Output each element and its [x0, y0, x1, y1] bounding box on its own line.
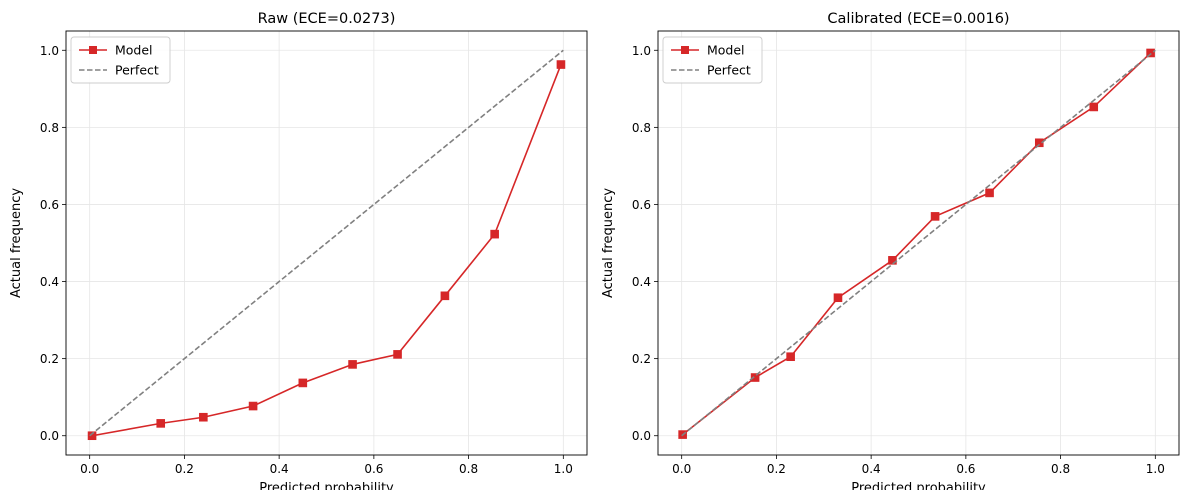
data-point — [87, 431, 97, 441]
axes-frame — [65, 30, 588, 456]
x-axis-label: Predicted probability — [851, 481, 986, 490]
legend-label: Perfect — [707, 63, 751, 78]
y-tick-label: 0.0 — [632, 429, 651, 443]
y-tick-label: 0.6 — [40, 198, 59, 212]
y-axis-label: Actual frequency — [601, 188, 616, 298]
legend-marker — [89, 46, 97, 54]
y-axis-label: Actual frequency — [9, 188, 24, 298]
series-line-model — [682, 52, 1152, 436]
x-tick-label: 0.6 — [956, 462, 975, 476]
data-point — [750, 373, 760, 382]
series-line-perfect — [89, 49, 564, 437]
data-point — [393, 350, 402, 359]
x-tick-label: 0.2 — [175, 462, 194, 476]
y-tick-label: 1.0 — [632, 44, 651, 58]
legend: Model Perfect — [70, 36, 171, 84]
data-point — [248, 401, 258, 411]
chart-panel-1: 0.0 0.2 0.4 0.6 0.8 1.0 0.0 0.2 0.4 0.6 0.8 1.0 Raw … — [9, 11, 588, 490]
y-tick-label: 0.4 — [632, 275, 651, 289]
y-tick-label: 0.8 — [40, 121, 59, 135]
x-tick-label: 0.6 — [364, 462, 383, 476]
data-point — [930, 212, 940, 221]
y-tick-label: 1.0 — [40, 44, 59, 58]
data-point — [298, 378, 308, 388]
data-point — [888, 256, 897, 265]
y-tick-label: 0.2 — [40, 352, 59, 366]
x-tick-label: 0.4 — [270, 462, 289, 476]
data-point — [833, 293, 843, 303]
series-line-model — [91, 64, 562, 437]
y-tick-label: 0.0 — [40, 429, 59, 443]
data-point — [1034, 138, 1044, 148]
axes-frame — [657, 30, 1180, 456]
x-axis-label: Predicted probability — [259, 481, 394, 490]
x-tick-label: 0.8 — [459, 462, 478, 476]
legend: Model Perfect — [662, 36, 763, 84]
x-tick-label: 0.2 — [767, 462, 786, 476]
data-point — [1089, 102, 1099, 112]
x-tick-label: 0.4 — [862, 462, 881, 476]
legend-label: Model — [115, 43, 153, 58]
legend-label: Model — [707, 43, 745, 58]
x-tick-label: 1.0 — [1146, 462, 1165, 476]
y-tick-label: 0.4 — [40, 275, 59, 289]
x-tick-label: 0.8 — [1051, 462, 1070, 476]
series-line-perfect — [681, 49, 1156, 437]
chart-panel-2: 0.0 0.2 0.4 0.6 0.8 1.0 0.0 0.2 0.4 0.6 0.8 1.0 Cali… — [601, 11, 1180, 490]
legend-marker — [681, 46, 689, 54]
x-tick-label: 0.0 — [80, 462, 99, 476]
data-point — [490, 229, 499, 239]
y-tick-label: 0.8 — [632, 121, 651, 135]
data-point — [985, 188, 994, 198]
x-tick-label: 1.0 — [554, 462, 573, 476]
chart-title: Raw (ECE=0.0273) — [258, 11, 396, 27]
x-tick-label: 0.0 — [672, 462, 691, 476]
chart-title: Calibrated (ECE=0.0016) — [827, 11, 1009, 27]
y-tick-label: 0.6 — [632, 198, 651, 212]
data-point — [348, 360, 357, 369]
data-point — [199, 412, 208, 422]
data-point — [556, 60, 566, 69]
data-point — [786, 352, 795, 362]
y-tick-label: 0.2 — [632, 352, 651, 366]
legend-label: Perfect — [115, 63, 159, 78]
data-point — [1146, 48, 1155, 58]
data-point — [156, 419, 166, 428]
data-point — [440, 291, 450, 301]
